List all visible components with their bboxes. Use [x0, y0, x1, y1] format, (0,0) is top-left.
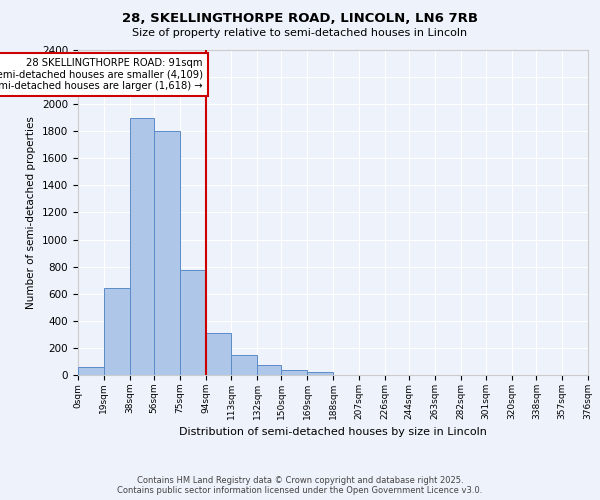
Bar	[78, 367, 104, 375]
Bar	[281, 370, 307, 375]
X-axis label: Distribution of semi-detached houses by size in Lincoln: Distribution of semi-detached houses by …	[179, 428, 487, 438]
Bar	[257, 365, 281, 375]
Y-axis label: Number of semi-detached properties: Number of semi-detached properties	[26, 116, 37, 309]
Bar	[231, 354, 257, 375]
Text: 28 SKELLINGTHORPE ROAD: 91sqm
← 71% of semi-detached houses are smaller (4,109)
: 28 SKELLINGTHORPE ROAD: 91sqm ← 71% of s…	[0, 58, 203, 92]
Text: Contains HM Land Registry data © Crown copyright and database right 2025.
Contai: Contains HM Land Registry data © Crown c…	[118, 476, 482, 495]
Bar	[307, 372, 333, 375]
Bar	[205, 333, 231, 375]
Text: Size of property relative to semi-detached houses in Lincoln: Size of property relative to semi-detach…	[133, 28, 467, 38]
Text: 28, SKELLINGTHORPE ROAD, LINCOLN, LN6 7RB: 28, SKELLINGTHORPE ROAD, LINCOLN, LN6 7R…	[122, 12, 478, 26]
Bar	[180, 270, 205, 375]
Bar	[130, 118, 154, 375]
Bar	[154, 131, 180, 375]
Bar	[104, 288, 130, 375]
